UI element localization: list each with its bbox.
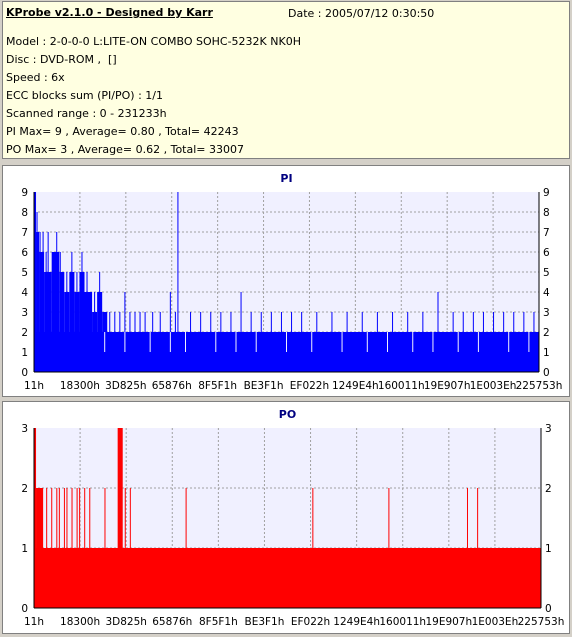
info-speed: Speed : 6x: [6, 71, 65, 84]
pi-ytick-left: 1: [21, 347, 28, 359]
po-bar-segment: [117, 428, 123, 608]
po-chart-panel: PO 0 0 1 1 2 2 3 3 11h 18300h 3D825h 65876h 8F5F1h BE3…: [2, 401, 570, 634]
pi-bar-segment: [36, 232, 40, 372]
pi-bar-segment: [84, 292, 93, 372]
pi-ytick-right: 3: [543, 307, 550, 319]
po-ytick-left: 1: [21, 543, 28, 555]
pi-xtick-label: 1E003Eh: [470, 380, 517, 392]
pi-ytick-right: 4: [543, 287, 550, 299]
po-ytick-right: 3: [545, 423, 552, 435]
po-xtick-label: 19E907h: [425, 616, 472, 628]
pi-ytick-left: 2: [21, 327, 28, 339]
pi-chart-title: PI: [280, 172, 292, 185]
pi-xtick-label: 225753h: [516, 380, 563, 392]
info-range: Scanned range : 0 - 231233h: [6, 107, 167, 120]
info-panel: KProbe v2.1.0 - Designed by Karr Date : …: [2, 1, 570, 159]
scan-date: Date : 2005/07/12 0:30:50: [288, 7, 435, 20]
pi-xtick-label: 1249E4h: [332, 380, 379, 392]
info-pi-stats: PI Max= 9 , Average= 0.80 , Total= 42243: [6, 125, 239, 138]
pi-bar-segment: [51, 252, 60, 372]
po-xtick-label: 65876h: [152, 616, 192, 628]
pi-ytick-left: 9: [21, 187, 28, 199]
pi-ytick-right: 2: [543, 327, 550, 339]
pi-xtick-label: 18300h: [60, 380, 100, 392]
po-xtick-label: 1249E4h: [333, 616, 380, 628]
pi-ytick-left: 5: [21, 267, 28, 279]
pi-xtick-label: 160011h: [378, 380, 425, 392]
po-xtick-label: BE3F1h: [245, 616, 285, 628]
pi-xtick-label: 19E907h: [424, 380, 471, 392]
po-ytick-right: 0: [545, 603, 552, 615]
po-ytick-left: 0: [21, 603, 28, 615]
pi-xtick-label: EF022h: [290, 380, 329, 392]
pi-xtick-label: 65876h: [152, 380, 192, 392]
pi-xtick-label: BE3F1h: [244, 380, 284, 392]
pi-bar-segment: [34, 192, 37, 372]
pi-ytick-left: 3: [21, 307, 28, 319]
pi-ytick-right: 1: [543, 347, 550, 359]
po-xtick-label: 225753h: [518, 616, 565, 628]
po-ytick-right: 2: [545, 483, 552, 495]
po-ytick-left: 3: [21, 423, 28, 435]
info-ecc: ECC blocks sum (PI/PO) : 1/1: [6, 89, 163, 102]
po-xtick-label: EF022h: [291, 616, 330, 628]
po-baseline-fill: [34, 548, 541, 608]
pi-ytick-left: 8: [21, 207, 28, 219]
info-po-stats: PO Max= 3 , Average= 0.62 , Total= 33007: [6, 143, 244, 156]
po-ytick-right: 1: [545, 543, 552, 555]
po-xtick-label: 160011h: [379, 616, 426, 628]
pi-chart-panel: PI 0 0 1 1 2 2 3 3 4 4 5 5 6 6 7 7 8 8 9 9 11h 18300h 3D825h 658…: [2, 165, 570, 397]
pi-bar-segment: [39, 252, 45, 372]
po-xtick-label: 8F5F1h: [199, 616, 238, 628]
pi-ytick-right: 0: [543, 367, 550, 379]
pi-xtick-label: 8F5F1h: [198, 380, 237, 392]
po-xtick-label: 1E003Eh: [472, 616, 519, 628]
pi-chart: PI 0 0 1 1 2 2 3 3 4 4 5 5 6 6 7 7 8 8 9 9 11h 18300h 3D825h 658…: [21, 172, 563, 392]
pi-xtick-label: 3D825h: [105, 380, 146, 392]
pi-xtick-label: 11h: [24, 380, 44, 392]
po-bar-segment: [36, 488, 44, 608]
pi-ytick-right: 7: [543, 227, 550, 239]
pi-ytick-left: 0: [21, 367, 28, 379]
pi-ytick-right: 8: [543, 207, 550, 219]
pi-ytick-left: 6: [21, 247, 28, 259]
po-xtick-label: 18300h: [60, 616, 100, 628]
po-xtick-label: 11h: [24, 616, 44, 628]
app-title: KProbe v2.1.0 - Designed by Karr: [6, 6, 213, 19]
po-xtick-label: 3D825h: [105, 616, 146, 628]
pi-ytick-left: 4: [21, 287, 28, 299]
po-chart-title: PO: [279, 408, 296, 421]
po-chart: PO 0 0 1 1 2 2 3 3 11h 18300h 3D825h 65876h 8F5F1h BE3…: [21, 408, 565, 628]
pi-ytick-right: 6: [543, 247, 550, 259]
info-disc: Disc : DVD-ROM , []: [6, 53, 117, 66]
po-ytick-left: 2: [21, 483, 28, 495]
pi-ytick-right: 9: [543, 187, 550, 199]
pi-ytick-right: 5: [543, 267, 550, 279]
po-bar-segment: [34, 428, 37, 608]
pi-bar-segment: [59, 272, 65, 372]
pi-ytick-left: 7: [21, 227, 28, 239]
info-model: Model : 2-0-0-0 L:LITE-ON COMBO SOHC-523…: [6, 35, 301, 48]
